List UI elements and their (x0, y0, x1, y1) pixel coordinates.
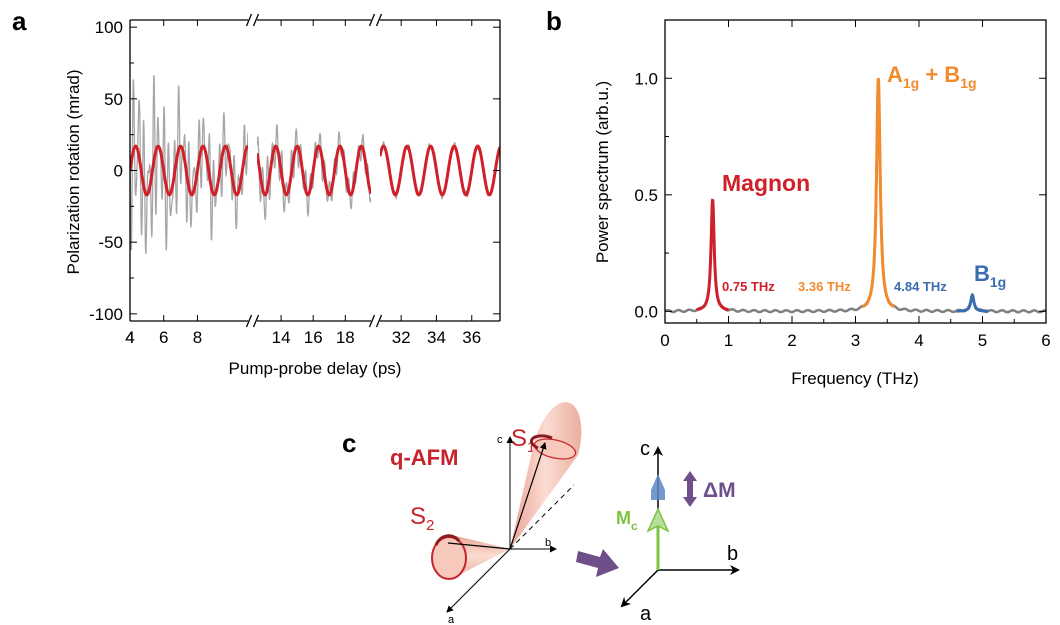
axis-break-mark (368, 13, 376, 27)
panel-a-lines (130, 75, 500, 254)
y-tick-label: 100 (95, 18, 123, 37)
panel-b-x-ticks: 0 1 2 3 4 5 6 (660, 20, 1051, 350)
freq-label-magnon: 0.75 THz (722, 279, 775, 294)
panel-a-x-ticks: 4 6 84 14 16 18 32 34 36 (125, 20, 481, 347)
x-tick-label: 2 (787, 331, 796, 350)
y-tick-label: 1.0 (634, 69, 658, 88)
a1g-b1g-label: A1g + B1g (887, 62, 977, 91)
left-a-axis-label: a (448, 614, 455, 625)
s2-letter: S (410, 503, 426, 530)
diagonal-dashed-line (509, 484, 575, 550)
panel-a-y-ticks: 100 50 0 -50 -100 (89, 18, 500, 324)
s2-subscript: 2 (426, 517, 434, 534)
axis-break-mark (368, 314, 376, 328)
freq-label-b1g: 4.84 THz (894, 279, 947, 294)
fit-line (130, 144, 248, 197)
right-c-axis-label: c (640, 438, 650, 460)
fit-line (257, 144, 371, 197)
y-tick-label: -100 (89, 305, 123, 324)
b1g-label: B1g (974, 261, 1006, 290)
panel-a-x-axis-label: Pump-probe delay (ps) (229, 359, 402, 378)
mc-subscript: c (631, 519, 638, 533)
a1g-letter: A (887, 62, 903, 87)
y-tick-label: 0.0 (634, 302, 658, 321)
panel-c-schematic: q-AFM S1 S2 c b a c b a (390, 402, 740, 625)
y-tick-label: -50 (98, 233, 123, 252)
freq-label-a1g: 3.36 THz (798, 279, 851, 294)
delta-m-label: ΔM (703, 479, 736, 502)
s1-cone (510, 402, 582, 549)
y-tick-label: 0 (114, 162, 123, 181)
panel-b-y-axis-label: Power spectrum (arb.u.) (593, 81, 612, 263)
s1-precession-arrow (530, 434, 553, 450)
axis-break-mark (245, 13, 253, 27)
q-afm-label: q-AFM (390, 445, 458, 470)
raw-data-line (130, 75, 248, 254)
panel-b-y-ticks: 0.0 0.5 1.0 (634, 69, 1046, 321)
a1g-plus-b: + B (919, 62, 960, 87)
panel-b-x-axis-label: Frequency (THz) (791, 369, 919, 388)
x-tick-label: 6 (1041, 331, 1050, 350)
y-tick-label: 0.5 (634, 186, 658, 205)
panel-a-y-axis-label: Polarization rotation (mrad) (64, 69, 83, 274)
spectrum-peak (861, 78, 896, 309)
x-tick-label: 8 (193, 328, 202, 347)
x-tick-label: 32 (392, 328, 411, 347)
spectrum-peak (695, 199, 730, 312)
x-tick-label: 4 (125, 328, 134, 347)
right-b-axis-label: b (727, 543, 738, 565)
s1-letter: S (511, 425, 527, 452)
axis-break-mark (375, 314, 383, 328)
left-a-axis (446, 548, 511, 613)
s1-subscript: 1 (527, 439, 535, 456)
right-a-axis-label: a (640, 603, 652, 625)
blue-arrowhead (651, 474, 665, 500)
b1g-subscript: 1g (990, 274, 1006, 290)
delta-m-double-arrow (683, 471, 697, 507)
panel-c-letter: c (342, 428, 356, 458)
axis-break-mark (252, 314, 260, 328)
left-c-axis-label: c (497, 434, 503, 446)
spectrum-peak (956, 293, 989, 313)
x-tick-label: 4 (914, 331, 923, 350)
s2-precession-arrow (434, 534, 461, 546)
y-tick-label: 50 (104, 90, 123, 109)
s1-label: S1 (511, 425, 535, 456)
panel-b-lines (665, 78, 1046, 314)
x-tick-label: 4 (125, 328, 134, 347)
x-tick-label: 34 (427, 328, 446, 347)
x-tick-label: 0 (660, 331, 669, 350)
x-tick-label: 36 (462, 328, 481, 347)
axis-break-mark (375, 13, 383, 27)
left-b-axis-label: b (545, 537, 551, 549)
x-tick-label: 14 (272, 328, 291, 347)
axis-break-mark (245, 314, 253, 328)
mc-arrowhead (646, 507, 670, 533)
panel-a-letter: a (12, 6, 27, 36)
s2-spin-vector (447, 542, 511, 550)
b1g-letter: B (974, 261, 990, 286)
s2-label: S2 (410, 503, 434, 534)
x-tick-label: 6 (159, 328, 168, 347)
magnon-label: Magnon (722, 170, 810, 196)
x-tick-label: 1 (724, 331, 733, 350)
x-tick-label: 18 (336, 328, 355, 347)
transition-arrow (576, 549, 619, 577)
b1g-subscript-a: 1g (960, 75, 976, 91)
panel-b-chart: 0.0 0.5 1.0 0 1 2 3 4 5 6 Frequency (THz) Power … (593, 19, 1051, 388)
a1g-subscript: 1g (903, 75, 919, 91)
mc-label: Mc (616, 508, 638, 533)
right-a-axis (620, 569, 659, 608)
mc-letter: M (616, 508, 631, 528)
x-tick-label: 5 (978, 331, 987, 350)
panel-b-letter: b (546, 6, 562, 36)
s1-spin-vector (509, 442, 547, 550)
x-tick-label: 16 (304, 328, 323, 347)
x-tick-label: 3 (851, 331, 860, 350)
axis-break-mark (252, 13, 260, 27)
fit-line (380, 144, 500, 197)
